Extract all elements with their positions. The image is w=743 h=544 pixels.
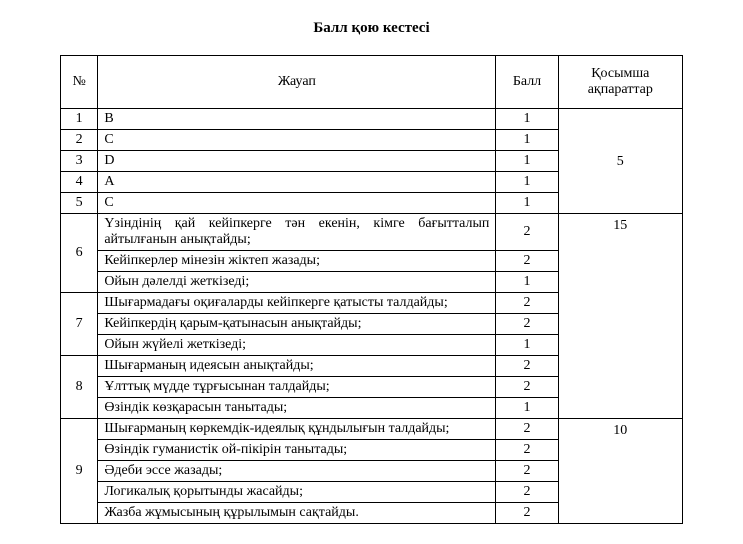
cell-num: 1 (61, 109, 98, 130)
header-ball: Балл (496, 56, 558, 109)
cell-ball: 1 (496, 398, 558, 419)
cell-answer: Шығарманың идеясын анықтайды; (98, 356, 496, 377)
cell-answer: С (98, 193, 496, 214)
page-title: Балл қою кестесі (60, 20, 683, 37)
cell-num: 5 (61, 193, 98, 214)
cell-answer: Ойын жүйелі жеткізеді; (98, 335, 496, 356)
cell-ball: 2 (496, 503, 558, 524)
cell-ball: 2 (496, 293, 558, 314)
cell-ball: 2 (496, 356, 558, 377)
cell-ball: 1 (496, 193, 558, 214)
cell-answer: С (98, 130, 496, 151)
table-row: 9 Шығарманың көркемдік-идеялық құндылығы… (61, 419, 683, 440)
cell-num: 3 (61, 151, 98, 172)
cell-num: 2 (61, 130, 98, 151)
cell-ball: 2 (496, 214, 558, 251)
table-row: 1 В 1 5 (61, 109, 683, 130)
header-num: № (61, 56, 98, 109)
cell-ball: 2 (496, 461, 558, 482)
cell-answer: Шығарманың көркемдік-идеялық құндылығын … (98, 419, 496, 440)
cell-num: 6 (61, 214, 98, 293)
cell-answer: Үзіндінің қай кейіпкерге тән екенін, кім… (98, 214, 496, 251)
cell-ball: 1 (496, 109, 558, 130)
cell-ball: 2 (496, 377, 558, 398)
cell-ball: 1 (496, 272, 558, 293)
cell-ball: 1 (496, 151, 558, 172)
cell-answer: Кейіпкердің қарым-қатынасын анықтайды; (98, 314, 496, 335)
cell-answer: D (98, 151, 496, 172)
cell-ball: 1 (496, 335, 558, 356)
cell-answer: Ұлттық мүдде тұрғысынан талдайды; (98, 377, 496, 398)
cell-ball: 2 (496, 314, 558, 335)
cell-extra: 5 (558, 109, 682, 214)
cell-num: 4 (61, 172, 98, 193)
cell-answer: В (98, 109, 496, 130)
cell-ball: 1 (496, 172, 558, 193)
table-header-row: № Жауап Балл Қосымша ақпараттар (61, 56, 683, 109)
cell-ball: 2 (496, 482, 558, 503)
cell-ball: 2 (496, 251, 558, 272)
header-extra: Қосымша ақпараттар (558, 56, 682, 109)
cell-num: 7 (61, 293, 98, 356)
cell-answer: Өзіндік гуманистік ой-пікірін танытады; (98, 440, 496, 461)
cell-num: 8 (61, 356, 98, 419)
cell-answer: A (98, 172, 496, 193)
cell-answer: Кейіпкерлер мінезін жіктеп жазады; (98, 251, 496, 272)
cell-answer: Ойын дәлелді жеткізеді; (98, 272, 496, 293)
cell-ball: 1 (496, 130, 558, 151)
score-table: № Жауап Балл Қосымша ақпараттар 1 В 1 5 … (60, 55, 683, 524)
cell-num: 9 (61, 419, 98, 524)
cell-answer: Өзіндік көзқарасын танытады; (98, 398, 496, 419)
cell-answer: Жазба жұмысының құрылымын сақтайды. (98, 503, 496, 524)
cell-extra: 10 (558, 419, 682, 524)
cell-extra: 15 (558, 214, 682, 419)
header-answer: Жауап (98, 56, 496, 109)
cell-ball: 2 (496, 440, 558, 461)
cell-ball: 2 (496, 419, 558, 440)
cell-answer: Логикалық қорытынды жасайды; (98, 482, 496, 503)
table-row: 6 Үзіндінің қай кейіпкерге тән екенін, к… (61, 214, 683, 251)
cell-answer: Әдеби эссе жазады; (98, 461, 496, 482)
cell-answer: Шығармадағы оқиғаларды кейіпкерге қатыст… (98, 293, 496, 314)
